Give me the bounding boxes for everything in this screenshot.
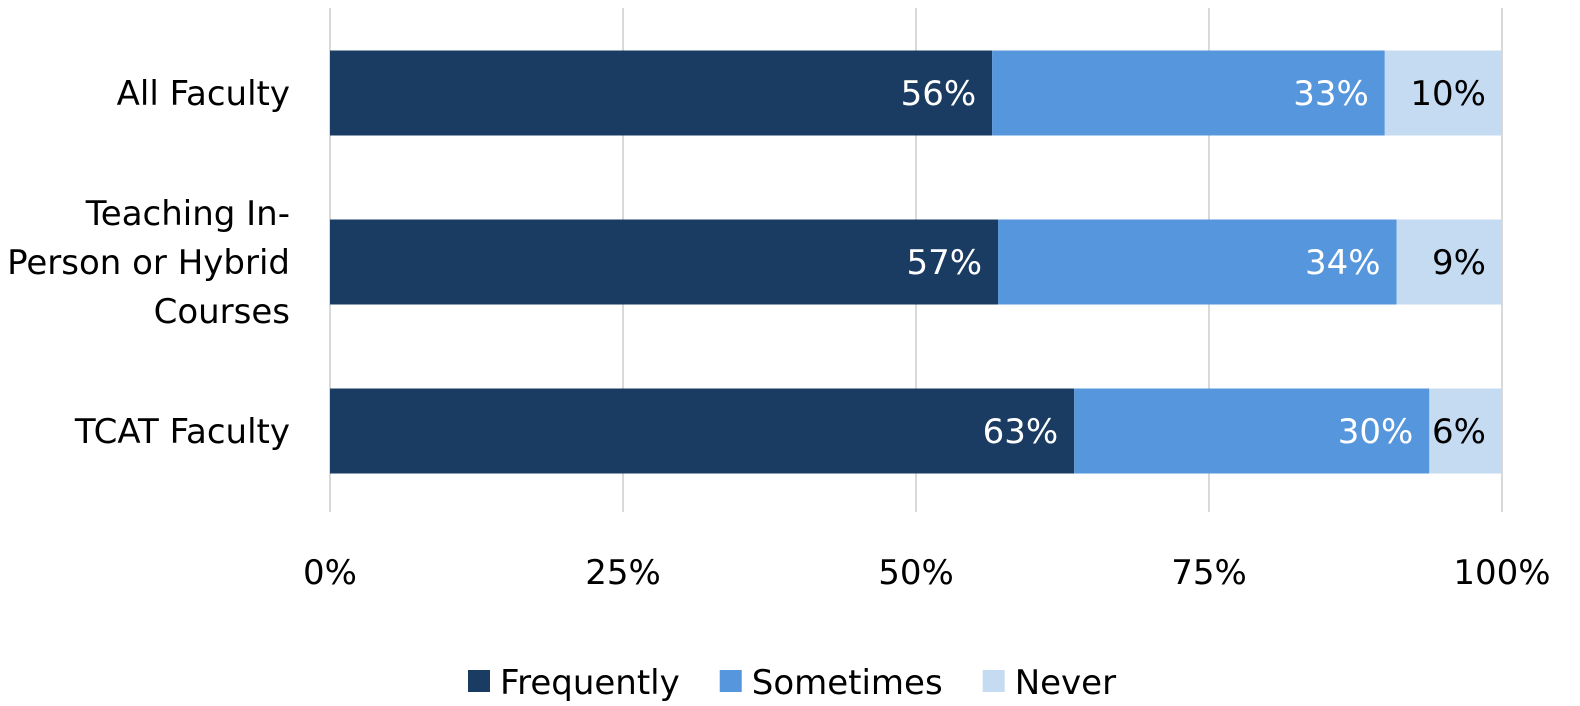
data-label: 6% — [1432, 412, 1486, 452]
data-label: 63% — [983, 412, 1059, 452]
data-label: 10% — [1410, 74, 1486, 114]
bar-segment — [1429, 388, 1502, 474]
data-label: 56% — [901, 74, 977, 114]
legend-swatch — [719, 670, 742, 692]
category-labels: All Faculty Teaching In-Person or Hybrid C… — [7, 74, 290, 452]
legend-label: Frequently — [500, 663, 680, 703]
data-label: 9% — [1432, 243, 1486, 283]
legend: Frequently Sometimes Never — [468, 663, 1116, 703]
legend-label: Never — [1015, 663, 1116, 703]
x-tick-label: 100% — [1453, 553, 1550, 593]
legend-swatch — [982, 670, 1005, 692]
bar-segment — [1074, 388, 1430, 474]
bars: 56% 33% 10% 57% 34% 9% 63% 30% 6% — [330, 50, 1502, 474]
x-tick-label: 50% — [878, 553, 954, 593]
x-tick-label: 25% — [585, 553, 661, 593]
legend-label: Sometimes — [752, 663, 943, 703]
data-label: 33% — [1293, 74, 1369, 114]
x-tick-label: 0% — [303, 553, 357, 593]
category-label: All Faculty — [117, 74, 290, 114]
bar-segment — [330, 388, 1075, 474]
category-label: Teaching In-Person or Hybrid Courses — [7, 194, 290, 332]
bar-segment — [330, 219, 999, 305]
data-label: 30% — [1338, 412, 1414, 452]
bar-segment — [1384, 50, 1502, 136]
category-label: TCAT Faculty — [74, 412, 290, 452]
bar-segment — [330, 50, 993, 136]
bar-segment — [1396, 219, 1502, 305]
x-tick-label: 75% — [1171, 553, 1247, 593]
data-label: 34% — [1305, 243, 1381, 283]
bar-segment — [998, 219, 1397, 305]
data-label: 57% — [906, 243, 982, 283]
x-axis-ticks: 0% 25% 50% 75% 100% — [303, 553, 1551, 593]
bar-segment — [992, 50, 1385, 136]
legend-swatch — [468, 670, 490, 692]
